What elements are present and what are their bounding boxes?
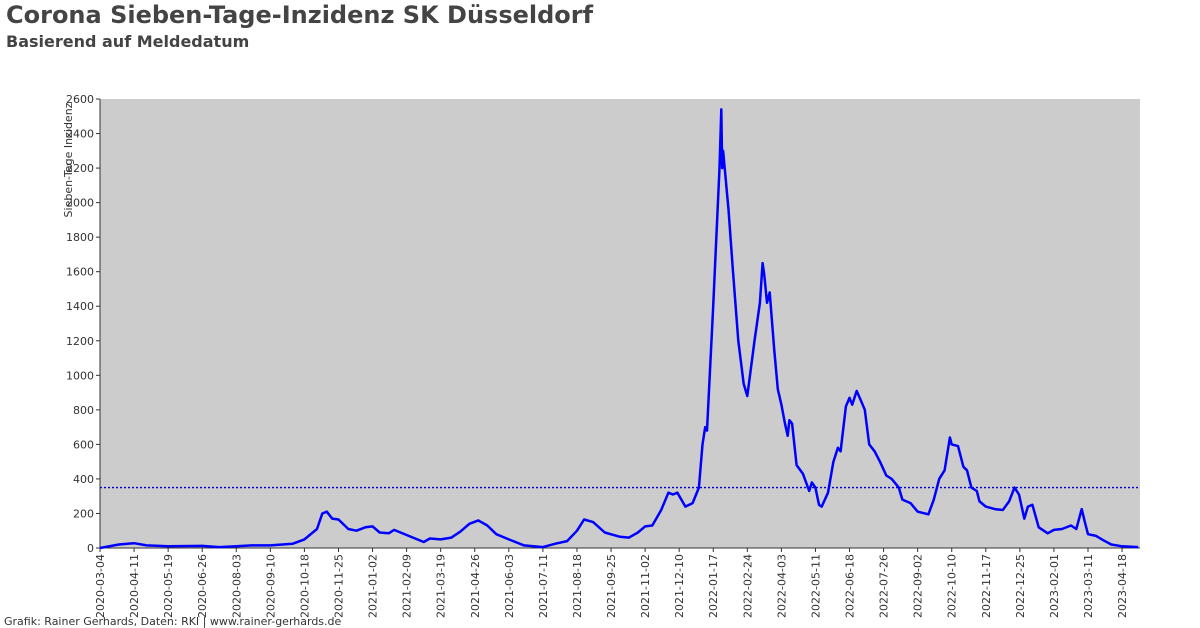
y-axis-label: Sieben-Tage Inzidenz xyxy=(62,102,75,217)
x-tick-label: 2021-09-25 xyxy=(605,554,618,618)
x-tick-label: 2023-02-01 xyxy=(1048,554,1061,618)
x-tick-label: 2022-02-24 xyxy=(741,554,754,618)
y-tick-label: 1400 xyxy=(66,300,94,313)
x-tick-label: 2022-10-10 xyxy=(946,554,959,618)
chart-title: Corona Sieben-Tage-Inzidenz SK Düsseldor… xyxy=(6,1,594,29)
x-tick-label: 2020-04-11 xyxy=(128,554,141,618)
y-tick-label: 1800 xyxy=(66,231,94,244)
y-tick-label: 2400 xyxy=(66,128,94,141)
x-tick-label: 2020-05-19 xyxy=(162,554,175,618)
y-tick-label: 0 xyxy=(87,542,94,555)
x-tick-label: 2021-01-02 xyxy=(367,554,380,618)
x-tick-label: 2023-04-18 xyxy=(1116,554,1129,618)
x-tick-label: 2020-09-10 xyxy=(264,554,277,618)
x-tick-label: 2021-03-19 xyxy=(435,554,448,618)
y-tick-label: 800 xyxy=(73,404,94,417)
y-tick-label: 2600 xyxy=(66,93,94,106)
y-tick-label: 1600 xyxy=(66,266,94,279)
x-tick-label: 2021-02-09 xyxy=(401,554,414,618)
x-tick-label: 2022-11-17 xyxy=(980,554,993,618)
x-tick-label: 2020-08-03 xyxy=(230,554,243,618)
x-tick-label: 2022-04-03 xyxy=(775,554,788,618)
x-tick-label: 2020-06-26 xyxy=(196,554,209,618)
y-tick-label: 400 xyxy=(73,473,94,486)
x-tick-label: 2021-06-03 xyxy=(503,554,516,618)
x-tick-label: 2021-08-18 xyxy=(571,554,584,618)
chart-subtitle: Basierend auf Meldedatum xyxy=(6,32,249,51)
y-tick-label: 200 xyxy=(73,507,94,520)
x-tick-label: 2022-05-11 xyxy=(809,554,822,618)
y-tick-label: 600 xyxy=(73,438,94,451)
x-tick-label: 2020-10-18 xyxy=(298,554,311,618)
x-tick-label: 2021-11-02 xyxy=(639,554,652,618)
x-tick-label: 2022-09-02 xyxy=(912,554,925,618)
x-tick-label: 2021-07-11 xyxy=(537,554,550,618)
series-line xyxy=(99,108,1139,550)
y-tick-label: 2200 xyxy=(66,162,94,175)
x-tick-label: 2022-07-26 xyxy=(878,554,891,618)
x-tick-label: 2023-03-11 xyxy=(1082,554,1095,618)
y-tick-label: 1000 xyxy=(66,369,94,382)
x-tick-label: 2022-01-17 xyxy=(707,554,720,618)
x-tick-label: 2022-06-18 xyxy=(844,554,857,618)
footer: Grafik: Rainer Gerhards, Daten: RKI | ww… xyxy=(4,615,342,628)
x-tick-label: 2022-12-25 xyxy=(1014,554,1027,618)
y-tick-label: 2000 xyxy=(66,197,94,210)
x-tick-label: 2020-03-04 xyxy=(94,554,107,618)
x-tick-label: 2020-11-25 xyxy=(332,554,345,618)
x-tick-label: 2021-04-26 xyxy=(469,554,482,618)
x-tick-label: 2021-12-10 xyxy=(673,554,686,618)
plot-area xyxy=(100,99,1140,548)
y-tick-label: 1200 xyxy=(66,335,94,348)
